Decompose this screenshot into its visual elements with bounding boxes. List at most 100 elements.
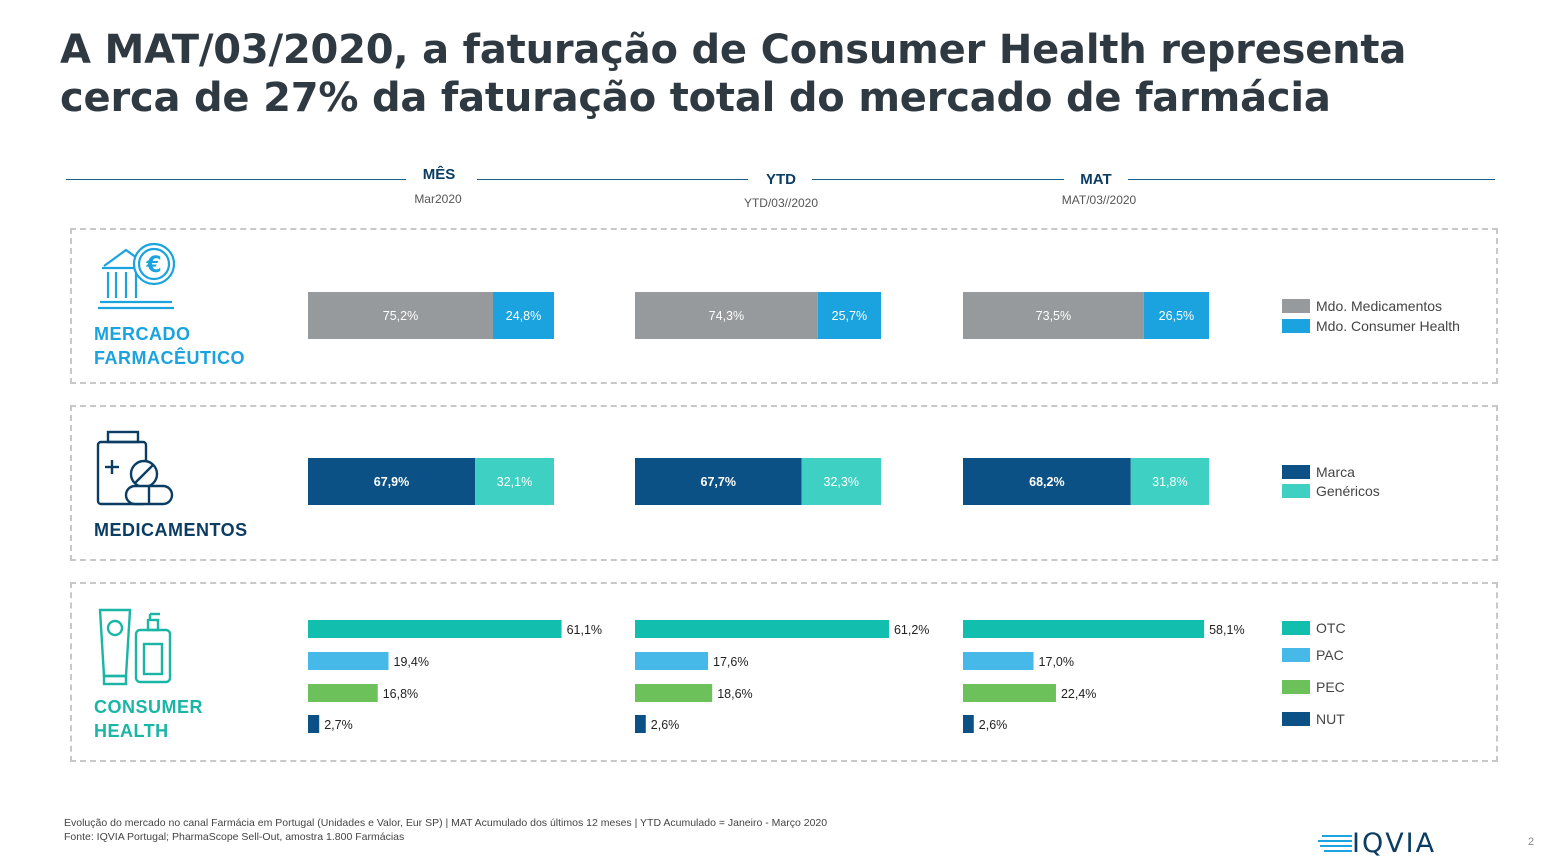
bar-medicamentos-mês-1 — [475, 458, 554, 505]
data-label-consumer-mat-pec: 22,4% — [1061, 687, 1096, 701]
legend-label: Mdo. Medicamentos — [1316, 298, 1443, 314]
bar-mercado-ytd-1 — [817, 292, 881, 339]
data-label-consumer-ytd-otc: 61,2% — [894, 623, 929, 637]
data-label-consumer-mat-pac: 17,0% — [1039, 655, 1074, 669]
bar-consumer-mês-nut — [308, 715, 320, 733]
title-line-2: cerca de 27% da faturação total do merca… — [60, 75, 1331, 121]
data-label-mercado-mat-0: 73,5% — [1036, 309, 1071, 323]
svg-text:€: € — [145, 253, 161, 278]
header-divider-mid-left — [477, 179, 748, 180]
bar-mercado-mat-1 — [1143, 292, 1209, 339]
page-title: A MAT/03/2020, a faturação de Consumer H… — [60, 26, 1500, 122]
data-label-mercado-mês-0: 75,2% — [383, 309, 418, 323]
bar-consumer-mês-otc — [308, 620, 562, 638]
bar-medicamentos-mat-1 — [1130, 458, 1209, 505]
legend-item-nut: NUT — [1282, 710, 1345, 728]
legend-swatch — [1282, 680, 1310, 694]
legend-item-pac: PAC — [1282, 646, 1344, 664]
legend-label: Genéricos — [1316, 483, 1380, 499]
period-label-ytd: YTD — [766, 171, 796, 188]
data-label-consumer-ytd-pac: 17,6% — [713, 655, 748, 669]
panel-mercado — [70, 228, 1498, 384]
data-label-mercado-mat-1: 26,5% — [1159, 309, 1194, 323]
panel-medicamentos — [70, 405, 1498, 561]
footnote: Evolução do mercado no canal Farmácia em… — [64, 816, 827, 844]
legend-swatch — [1282, 648, 1310, 662]
bar-consumer-ytd-otc — [635, 620, 889, 638]
legend-swatch — [1282, 465, 1310, 479]
legend-label: PEC — [1316, 679, 1345, 695]
iqvia-logo-text: IQVIA — [1352, 828, 1437, 859]
legend-label: OTC — [1316, 620, 1346, 636]
section-label-consumer: CONSUMER HEALTH — [94, 695, 203, 743]
bar-mercado-mês-1 — [492, 292, 554, 339]
bar-consumer-ytd-nut — [635, 715, 646, 733]
panel-consumer-health — [70, 582, 1498, 762]
header-divider-left — [66, 179, 406, 180]
bar-medicamentos-mat-0 — [963, 458, 1131, 505]
period-sub-ytd: YTD/03//2020 — [743, 196, 819, 210]
bar-medicamentos-ytd-1 — [801, 458, 881, 505]
data-label-consumer-mês-pac: 19,4% — [394, 655, 429, 669]
header-divider-right — [1128, 179, 1495, 180]
data-label-consumer-mês-otc: 61,1% — [567, 623, 602, 637]
section-label-consumer-line1: CONSUMER — [94, 697, 204, 717]
bar-medicamentos-mês-0 — [308, 458, 476, 505]
data-label-medicamentos-mês-1: 32,1% — [497, 475, 532, 489]
bar-medicamentos-ytd-0 — [635, 458, 802, 505]
section-label-mercado: MERCADO FARMACÊUTICO — [94, 322, 245, 370]
data-label-medicamentos-mês-0: 67,9% — [374, 475, 409, 489]
section-label-medicamentos-line1: MEDICAMENTOS — [94, 520, 248, 540]
section-label-consumer-line2: HEALTH — [94, 721, 169, 741]
bank-euro-icon: € — [98, 242, 176, 310]
bar-consumer-mat-nut — [963, 715, 974, 733]
legend-item-otc: OTC — [1282, 619, 1346, 637]
legend-item-genericos: Genéricos — [1282, 482, 1380, 500]
title-line-1: A MAT/03/2020, a faturação de Consumer H… — [60, 27, 1407, 73]
legend-label: Marca — [1316, 464, 1355, 480]
iqvia-logo-lines-icon — [1318, 834, 1352, 852]
data-label-consumer-ytd-pec: 18,6% — [717, 687, 752, 701]
data-label-consumer-mês-nut: 2,7% — [324, 718, 353, 732]
data-label-mercado-mês-1: 24,8% — [506, 309, 541, 323]
medicine-bottle-pills-icon — [96, 430, 174, 506]
bar-consumer-mat-otc — [963, 620, 1205, 638]
data-label-medicamentos-ytd-0: 67,7% — [701, 475, 736, 489]
legend-label: Mdo. Consumer Health — [1316, 318, 1460, 334]
period-label-mes: MÊS — [422, 166, 456, 183]
legend-item-marca: Marca — [1282, 463, 1355, 481]
header-divider-mid-right — [812, 179, 1064, 180]
period-sub-mat: MAT/03//2020 — [1061, 193, 1137, 207]
data-label-consumer-mês-pec: 16,8% — [383, 687, 418, 701]
legend-swatch — [1282, 299, 1310, 313]
legend-item-pec: PEC — [1282, 678, 1345, 696]
section-label-medicamentos: MEDICAMENTOS — [94, 518, 248, 542]
data-label-medicamentos-mat-1: 31,8% — [1152, 475, 1187, 489]
data-label-consumer-ytd-nut: 2,6% — [651, 718, 680, 732]
legend-label: PAC — [1316, 647, 1344, 663]
bar-consumer-ytd-pac — [635, 652, 709, 670]
bar-consumer-mês-pac — [308, 652, 389, 670]
legend-swatch — [1282, 319, 1310, 333]
section-label-mercado-line2: FARMACÊUTICO — [94, 348, 245, 368]
legend-swatch — [1282, 712, 1310, 726]
data-label-consumer-mat-otc: 58,1% — [1209, 623, 1244, 637]
footnote-line-2: Fonte: IQVIA Portugal; PharmaScope Sell-… — [64, 831, 405, 843]
bar-mercado-mat-0 — [963, 292, 1144, 339]
bar-mercado-mês-0 — [308, 292, 493, 339]
section-label-mercado-line1: MERCADO — [94, 324, 191, 344]
page-number: 2 — [1528, 836, 1535, 848]
legend-item-mdo-medicamentos: Mdo. Medicamentos — [1282, 297, 1442, 315]
bar-mercado-ytd-0 — [635, 292, 818, 339]
data-label-medicamentos-ytd-1: 32,3% — [824, 475, 859, 489]
data-label-consumer-mat-nut: 2,6% — [979, 718, 1008, 732]
bar-consumer-mês-pec — [308, 684, 378, 702]
bar-consumer-mat-pac — [963, 652, 1034, 670]
iqvia-logo: IQVIA — [1318, 828, 1436, 859]
footnote-line-1: Evolução do mercado no canal Farmácia em… — [64, 817, 828, 829]
data-label-mercado-ytd-0: 74,3% — [709, 309, 744, 323]
cosmetic-bottles-icon — [98, 608, 172, 686]
legend-item-mdo-consumer-health: Mdo. Consumer Health — [1282, 317, 1460, 335]
legend-label: NUT — [1316, 711, 1345, 727]
